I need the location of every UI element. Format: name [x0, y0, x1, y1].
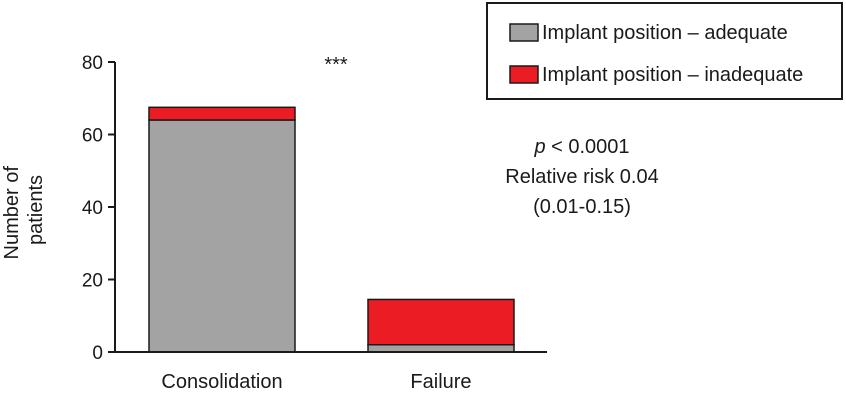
confidence-interval-annotation: (0.01-0.15): [533, 196, 631, 218]
y-tick-label: 40: [82, 198, 103, 219]
p-symbol: p: [533, 136, 545, 158]
p-value: < 0.0001: [546, 136, 630, 158]
x-tick-label: Consolidation: [161, 371, 282, 393]
y-axis-label-line-2: patients: [25, 175, 47, 245]
bar-segment-inadequate: [148, 106, 296, 121]
y-tick-label: 80: [82, 53, 103, 74]
bar-segment-adequate: [148, 119, 296, 353]
legend-swatch-adequate: [509, 23, 539, 42]
y-tick-label: 20: [82, 271, 103, 292]
y-tick-label: 60: [82, 126, 103, 147]
bars: [148, 106, 515, 353]
relative-risk-annotation: Relative risk 0.04: [505, 166, 658, 188]
y-tick-label: 0: [92, 343, 103, 364]
x-tick-label: Failure: [410, 371, 471, 393]
bar-segment-inadequate: [367, 298, 515, 346]
significance-marker: ***: [324, 54, 348, 76]
legend-box: [486, 2, 843, 100]
y-axis-label: Number of patients: [1, 161, 47, 260]
legend-label-inadequate: Implant position – inadequate: [542, 64, 803, 86]
y-axis-ticks: 0 20 40 60 80: [82, 53, 115, 364]
legend-label-adequate: Implant position – adequate: [542, 22, 788, 44]
bar-segment-adequate: [367, 344, 515, 353]
legend: Implant position – adequate Implant posi…: [486, 2, 843, 100]
legend-swatch-inadequate: [509, 65, 539, 84]
x-axis-tick-labels: Consolidation Failure: [161, 371, 471, 393]
y-axis-label-line-1: Number of: [1, 166, 23, 260]
p-value-annotation: p < 0.0001: [533, 136, 629, 158]
